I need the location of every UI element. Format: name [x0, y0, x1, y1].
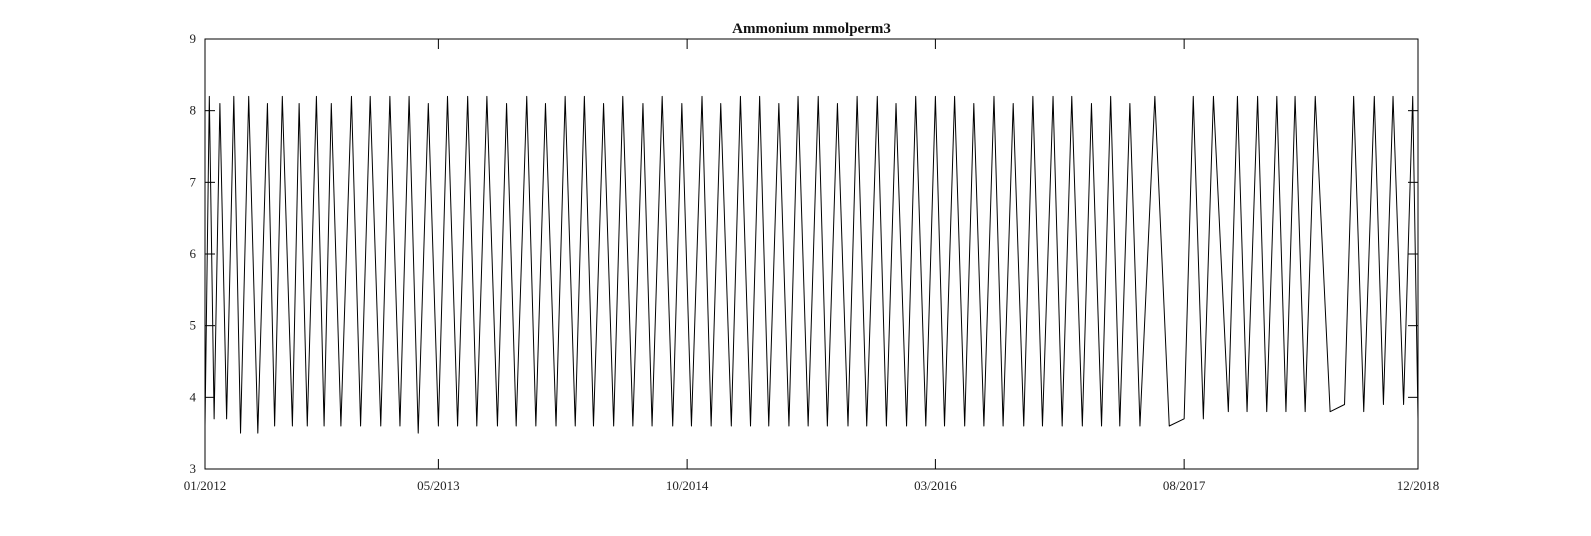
- y-tick-label: 9: [190, 31, 197, 46]
- x-tick-label: 08/2017: [1163, 478, 1206, 493]
- y-tick-label: 5: [190, 318, 197, 333]
- y-tick-label: 6: [190, 246, 197, 261]
- series-group: [204, 95, 1419, 434]
- x-tick-label: 03/2016: [914, 478, 957, 493]
- chart-title: Ammonium mmolperm3: [732, 21, 891, 37]
- x-tick-label: 05/2013: [417, 478, 460, 493]
- y-tick-label: 3: [190, 461, 197, 476]
- axis-ticks: [204, 38, 1419, 470]
- x-tick-label: 01/2012: [184, 478, 227, 493]
- axis-tick-labels: 3 4 5 6 7 8 9 01/2012 05/2013 10/2014 03/2016 08/20…: [184, 31, 1440, 493]
- series-line: [204, 95, 1419, 434]
- y-tick-label: 4: [190, 389, 197, 404]
- x-tick-label: 10/2014: [666, 478, 709, 493]
- x-tick-label: 12/2018: [1397, 478, 1440, 493]
- y-tick-label: 8: [190, 103, 197, 118]
- plot-frame: [204, 38, 1419, 470]
- y-tick-label: 7: [190, 174, 197, 189]
